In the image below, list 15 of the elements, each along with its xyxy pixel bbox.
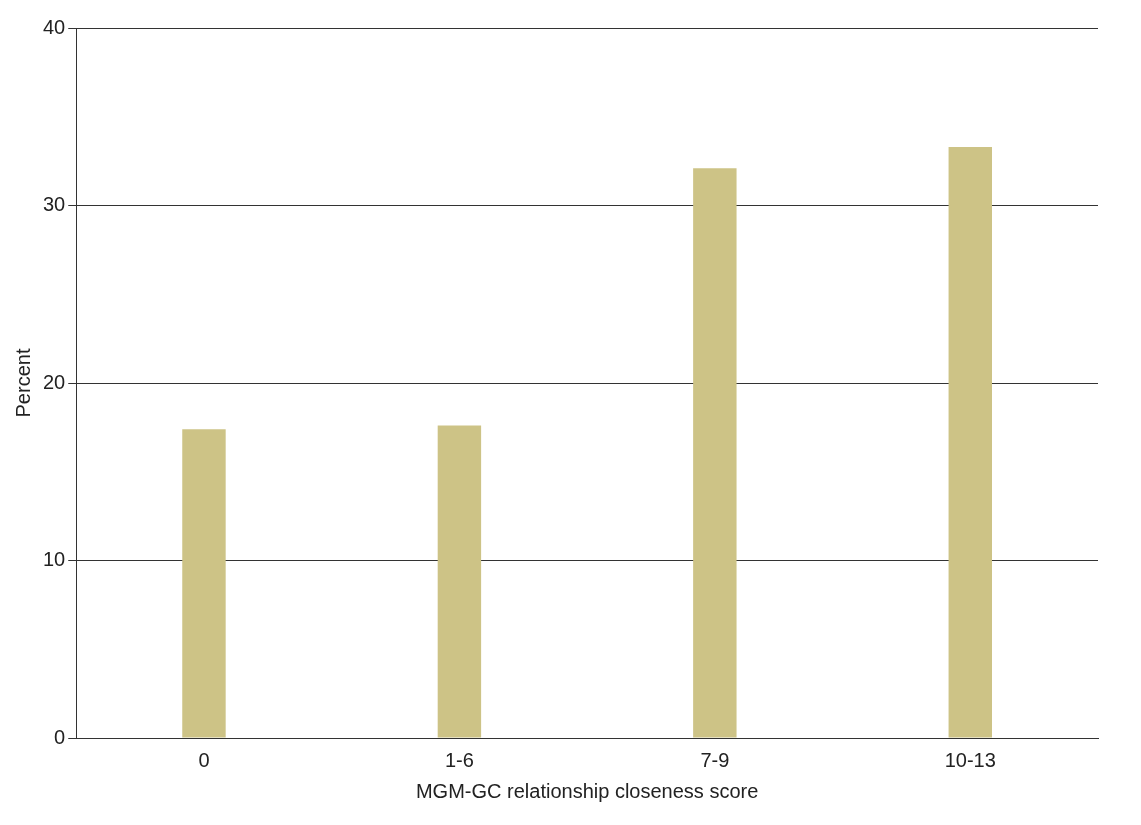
y-tick-label: 10 [43, 548, 66, 571]
y-tick-label: 20 [43, 370, 66, 393]
x-tick-label: 0 [198, 748, 210, 771]
bar [948, 146, 992, 738]
y-tick-label: 30 [43, 193, 66, 216]
bar [437, 425, 482, 738]
x-tick-label: 10-13 [944, 748, 996, 771]
bar [182, 429, 226, 738]
y-axis-title: Percent [11, 348, 34, 418]
y-tick-label: 40 [43, 15, 66, 38]
x-tick-label: 1-6 [444, 748, 474, 771]
y-tick-label: 0 [54, 725, 66, 748]
x-tick-label: 7-9 [700, 748, 730, 771]
bar [693, 168, 737, 738]
x-axis-title: MGM-GC relationship closeness score [415, 779, 759, 802]
